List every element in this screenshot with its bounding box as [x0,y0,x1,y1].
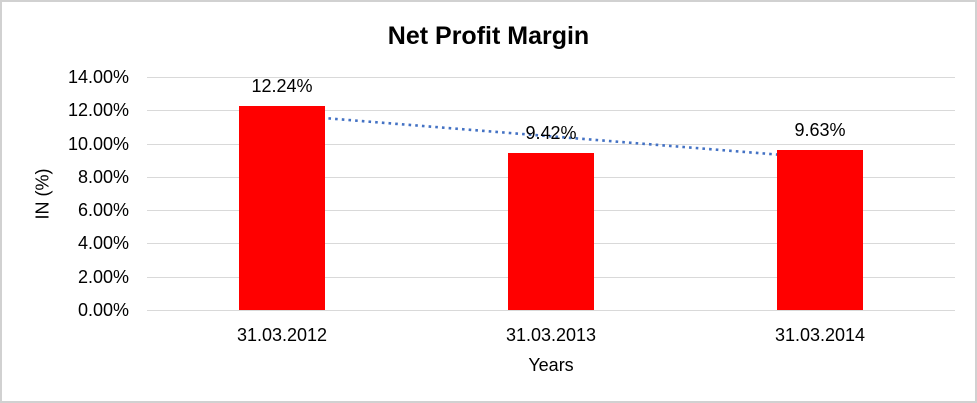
y-axis-tick-label: 4.00% [77,233,129,253]
y-axis-tick-label: 2.00% [77,267,129,287]
y-axis-tick-label: 8.00% [77,167,129,187]
x-axis-title: Years [528,355,574,375]
y-axis-tick-label: 10.00% [67,134,129,154]
y-axis-tick-label: 12.00% [67,100,129,120]
y-axis-title: IN (%) [32,168,53,220]
bar-31.03.2012 [239,106,325,310]
y-axis-tick-label: 6.00% [77,200,129,220]
x-axis-tick-label: 31.03.2012 [236,325,328,345]
gridline [147,110,955,111]
data-label: 9.42% [525,123,577,143]
x-axis-tick-label: 31.03.2013 [505,325,597,345]
y-axis-tick-label: 14.00% [67,67,129,87]
gridline [147,310,955,311]
bar-31.03.2014 [777,150,863,310]
x-axis-tick-label: 31.03.2014 [774,325,866,345]
y-axis-tick-label: 0.00% [77,300,129,320]
bar-31.03.2013 [508,153,594,310]
chart-title: Net Profit Margin [387,22,590,50]
gridline [147,77,955,78]
data-label: 9.63% [794,120,846,140]
data-label: 12.24% [251,76,313,96]
